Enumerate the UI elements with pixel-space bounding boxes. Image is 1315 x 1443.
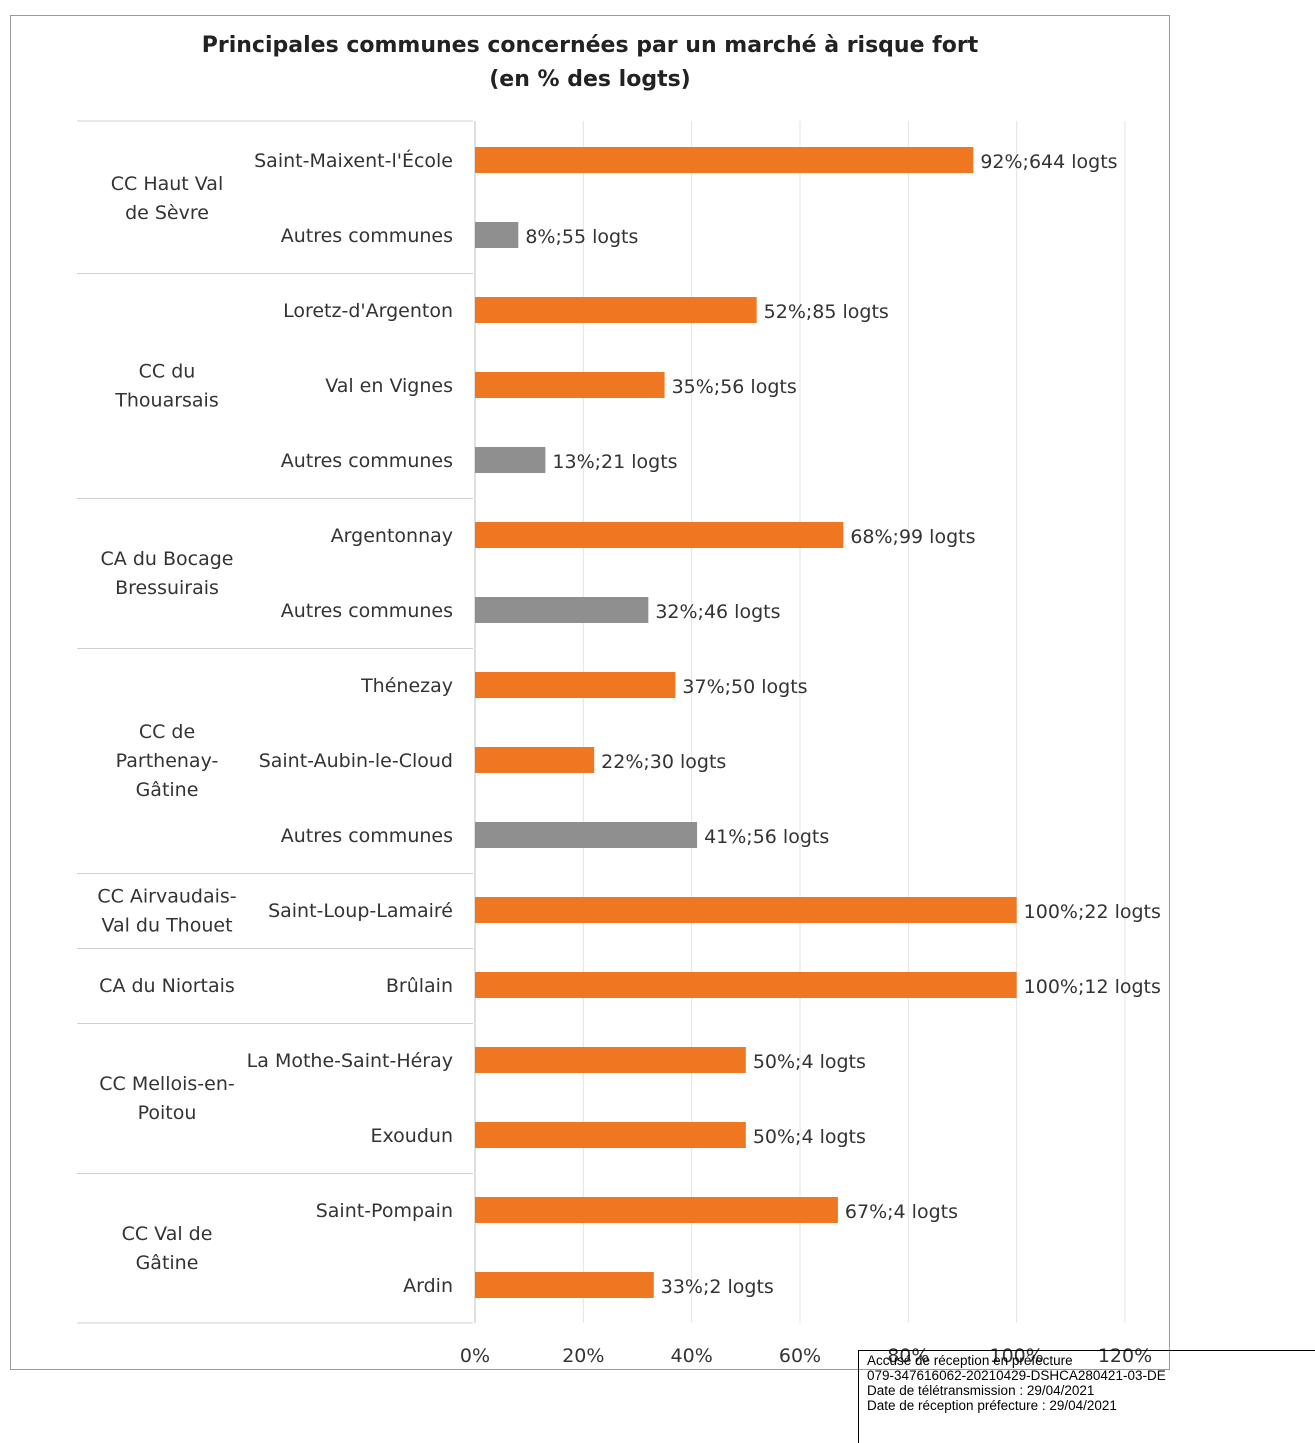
stamp-line-3: Date de télétransmission : 29/04/2021 [867, 1383, 1095, 1398]
category-label: La Mothe-Saint-Héray [247, 1050, 453, 1072]
group-label: Poitou [138, 1102, 197, 1124]
bar-saint-pompain [475, 1197, 838, 1223]
group-label: CC du [139, 361, 196, 383]
bar-la-mothe-saint-h-ray [475, 1047, 746, 1073]
chart-frame: Principales communes concernées par un m… [10, 15, 1170, 1370]
reception-stamp: Accusé de réception en préfecture 079-34… [858, 1350, 1315, 1443]
bar-saint-maixent-l-cole [475, 147, 974, 173]
group-label: CC Haut Val [111, 173, 223, 195]
data-label: 32%;46 logts [655, 601, 780, 623]
bar-saint-loup-lamair- [475, 897, 1017, 923]
x-tick-label: 20% [562, 1345, 604, 1367]
bar-argentonnay [475, 522, 844, 548]
group-label: CC de [139, 721, 195, 743]
bar-loretz-d-argenton [475, 297, 757, 323]
category-label: Autres communes [281, 225, 453, 247]
category-label: Saint-Pompain [316, 1200, 453, 1222]
data-label: 35%;56 logts [672, 376, 797, 398]
bar-autres-communes [475, 447, 546, 473]
category-label: Autres communes [281, 600, 453, 622]
x-tick-label: 40% [671, 1345, 713, 1367]
data-label: 22%;30 logts [601, 751, 726, 773]
x-tick-label: 0% [460, 1345, 490, 1367]
bar-exoudun [475, 1122, 746, 1148]
data-label: 68%;99 logts [850, 526, 975, 548]
data-label: 100%;22 logts [1024, 901, 1161, 923]
category-label: Autres communes [281, 825, 453, 847]
category-label: Saint-Maixent-l'École [254, 149, 453, 172]
group-label: CA du Niortais [99, 975, 235, 997]
chart-title-line: Principales communes concernées par un m… [202, 33, 979, 58]
group-label: CA du Bocage [101, 548, 234, 570]
category-label: Brûlain [386, 975, 453, 997]
bar-autres-communes [475, 597, 649, 623]
bar-autres-communes [475, 822, 698, 848]
stamp-line-4: Date de réception préfecture : 29/04/202… [867, 1398, 1117, 1413]
group-label: CC Airvaudais- [97, 886, 236, 908]
bar-autres-communes [475, 222, 519, 248]
group-label: Val du Thouet [101, 915, 232, 937]
data-label: 52%;85 logts [764, 301, 889, 323]
group-label: Gâtine [136, 1252, 199, 1274]
category-label: Thénezay [360, 675, 453, 697]
x-tick-label: 60% [779, 1345, 821, 1367]
bar-ardin [475, 1272, 654, 1298]
data-label: 33%;2 logts [661, 1276, 774, 1298]
data-label: 8%;55 logts [525, 226, 638, 248]
bar-val-en-vignes [475, 372, 665, 398]
data-label: 37%;50 logts [682, 676, 807, 698]
bar-saint-aubin-le-cloud [475, 747, 595, 773]
data-label: 50%;4 logts [753, 1126, 866, 1148]
group-label: Bressuirais [115, 577, 219, 599]
data-label: 50%;4 logts [753, 1051, 866, 1073]
category-label: Ardin [403, 1275, 453, 1297]
data-label: 92%;644 logts [980, 151, 1117, 173]
bar-th-nezay [475, 672, 676, 698]
data-label: 41%;56 logts [704, 826, 829, 848]
bar-chart: Principales communes concernées par un m… [77, 33, 1161, 1367]
stamp-line-2: 079-347616062-20210429-DSHCA280421-03-DE [867, 1368, 1166, 1383]
data-label: 13%;21 logts [552, 451, 677, 473]
category-label: Autres communes [281, 450, 453, 472]
data-label: 100%;12 logts [1024, 976, 1161, 998]
group-label: Thouarsais [114, 390, 219, 412]
stamp-line-1: Accusé de réception en préfecture [867, 1353, 1073, 1368]
category-label: Saint-Aubin-le-Cloud [259, 750, 453, 772]
group-label: CC Val de [122, 1223, 213, 1245]
chart-title-line: (en % des logts) [489, 67, 691, 92]
group-label: Parthenay- [116, 750, 219, 772]
category-label: Val en Vignes [325, 375, 453, 397]
category-label: Exoudun [371, 1125, 453, 1147]
group-label: CC Mellois-en- [99, 1073, 234, 1095]
data-label: 67%;4 logts [845, 1201, 958, 1223]
category-label: Loretz-d'Argenton [283, 300, 453, 322]
group-label: Gâtine [136, 779, 199, 801]
category-label: Argentonnay [331, 525, 453, 547]
bar-br-lain [475, 972, 1017, 998]
category-label: Saint-Loup-Lamairé [268, 900, 453, 922]
group-label: de Sèvre [125, 202, 209, 224]
